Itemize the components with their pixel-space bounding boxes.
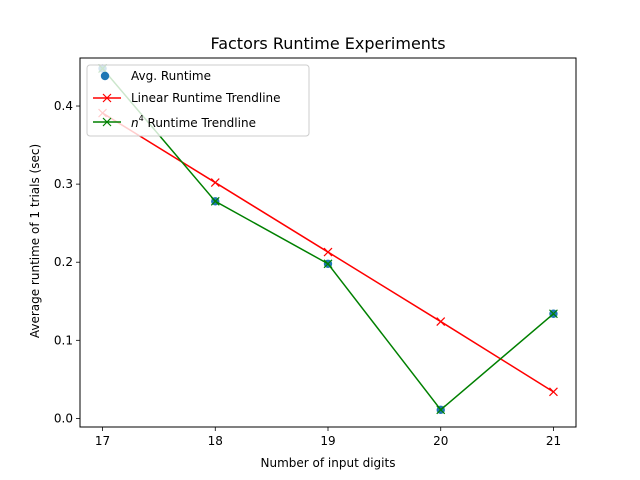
x-axis-label: Number of input digits	[261, 456, 396, 470]
y-tick-label: 0.1	[54, 333, 73, 347]
data-point-linear-runtime-trendline	[323, 247, 333, 257]
data-point-linear-runtime-trendline	[436, 317, 446, 326]
data-point-n-runtime-trendline	[549, 309, 558, 319]
x-axis: 17 18 19 20 21	[95, 427, 561, 448]
series-n-runtime-trendline	[98, 64, 558, 415]
y-tick-label: 0.0	[54, 411, 73, 425]
x-tick-label: 17	[95, 434, 110, 448]
legend-marker-avg-runtime	[100, 71, 110, 81]
legend-entry-linear-trendline: Linear Runtime Trendline	[93, 91, 281, 105]
data-point-n-runtime-trendline	[210, 196, 220, 206]
y-tick-label: 0.3	[54, 177, 73, 191]
legend-label-linear-trendline: Linear Runtime Trendline	[131, 91, 281, 105]
legend-entry-avg-runtime: Avg. Runtime	[100, 69, 211, 83]
legend-label-n4-trendline: n4 Runtime Trendline	[131, 114, 256, 130]
x-tick-label: 20	[433, 434, 448, 448]
legend-marker-n4-trendline	[102, 117, 112, 127]
data-point-linear-runtime-trendline	[210, 178, 220, 187]
y-tick-label: 0.4	[54, 99, 73, 113]
chart-title: Factors Runtime Experiments	[210, 34, 445, 53]
y-axis-label: Average runtime of 1 trials (sec)	[28, 144, 42, 338]
legend-entry-n4-trendline: n4 Runtime Trendline	[93, 114, 256, 130]
y-axis: 0.0 0.1 0.2 0.3 0.4	[54, 99, 80, 425]
y-tick-label: 0.2	[54, 255, 73, 269]
x-tick-label: 18	[208, 434, 223, 448]
legend-marker-linear-trendline	[102, 93, 112, 103]
legend-label-avg-runtime: Avg. Runtime	[131, 69, 211, 83]
data-point-n-runtime-trendline	[436, 405, 446, 415]
series-layer	[98, 64, 558, 415]
data-point-n-runtime-trendline	[323, 259, 333, 269]
legend: Avg. Runtime Linear Runtime Trendline n4…	[86, 64, 310, 137]
x-tick-label: 21	[546, 434, 561, 448]
data-point-linear-runtime-trendline	[549, 387, 558, 397]
legend-box	[86, 64, 310, 137]
x-tick-label: 19	[320, 434, 335, 448]
